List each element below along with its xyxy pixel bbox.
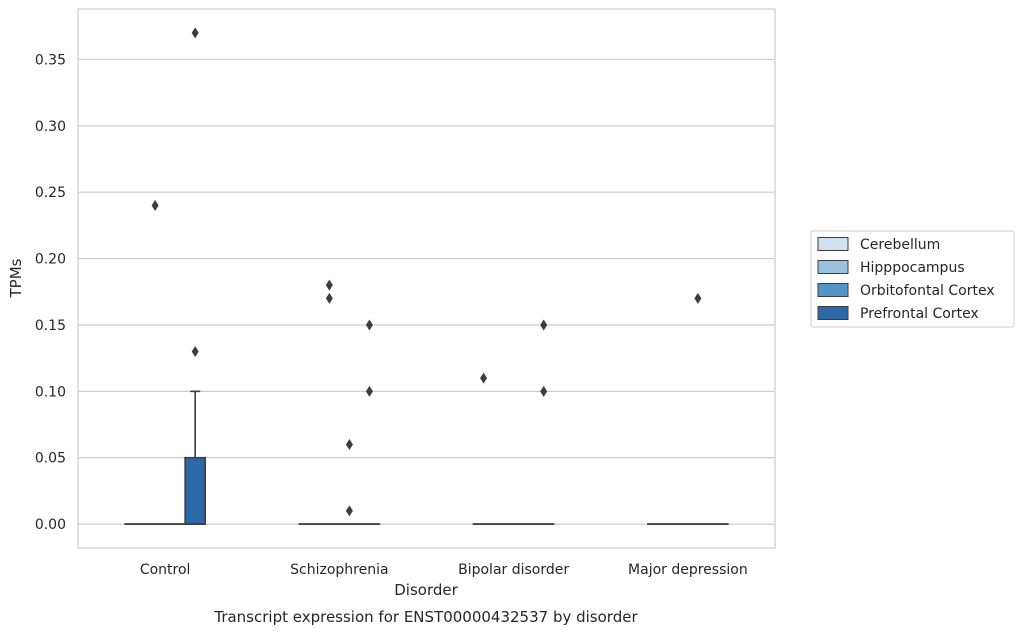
y-tick-label: 0.30	[35, 119, 66, 135]
outlier-point	[540, 319, 548, 331]
outlier-point	[151, 199, 159, 211]
x-tick-label: Major depression	[628, 562, 748, 578]
legend-swatch	[817, 237, 849, 251]
gridlines	[78, 58, 775, 525]
legend-label: Hipppocampus	[860, 260, 965, 276]
legend-item: Prefrontal Cortex	[817, 306, 979, 322]
boxes	[124, 390, 729, 525]
y-tick-label: 0.15	[35, 318, 66, 334]
outlier-point	[480, 372, 488, 384]
legend-swatch	[817, 306, 849, 320]
x-tick-label: Control	[140, 562, 191, 578]
outlier-point	[365, 385, 373, 397]
legend-item: Orbitofontal Cortex	[817, 283, 995, 299]
y-axis-label: TPMs	[7, 258, 25, 298]
y-tick-label: 0.00	[35, 517, 66, 533]
outlier-point	[365, 319, 373, 331]
y-tick-label: 0.25	[35, 185, 66, 201]
x-axis-label: Disorder	[394, 581, 458, 599]
y-tick-label: 0.20	[35, 252, 66, 268]
outlier-point	[540, 385, 548, 397]
y-tick-label: 0.35	[35, 52, 66, 68]
legend-frame	[810, 230, 1015, 328]
y-tick-label: 0.10	[35, 384, 66, 400]
y-tick-label: 0.05	[35, 451, 66, 467]
legend-swatch	[817, 283, 849, 297]
box-group	[184, 390, 207, 525]
legend-label: Cerebellum	[860, 237, 940, 253]
legend-swatch	[817, 260, 849, 274]
plot-frame	[77, 8, 776, 549]
outlier-point	[345, 438, 353, 450]
legend-label: Prefrontal Cortex	[860, 306, 979, 322]
y-axis-ticks: 0.00 0.05 0.10 0.15 0.20 0.25 0.30 0.35	[35, 52, 66, 533]
legend-label: Orbitofontal Cortex	[860, 283, 995, 299]
box	[184, 456, 207, 525]
outlier-point	[345, 505, 353, 517]
outliers	[151, 27, 702, 517]
outlier-point	[325, 279, 333, 291]
outlier-point	[191, 27, 199, 39]
x-axis-ticks: Control Schizophrenia Bipolar disorder Majo…	[140, 562, 748, 578]
legend-item: Cerebellum	[817, 237, 940, 253]
legend: Cerebellum Hipppocampus Orbitofontal Corte…	[810, 230, 1015, 328]
chart-caption: Transcript expression for ENST0000043253…	[213, 608, 638, 626]
outlier-point	[325, 292, 333, 304]
x-tick-label: Bipolar disorder	[458, 562, 569, 578]
x-tick-label: Schizophrenia	[290, 562, 388, 578]
outlier-point	[694, 292, 702, 304]
outlier-point	[191, 346, 199, 358]
legend-item: Hipppocampus	[817, 260, 965, 276]
